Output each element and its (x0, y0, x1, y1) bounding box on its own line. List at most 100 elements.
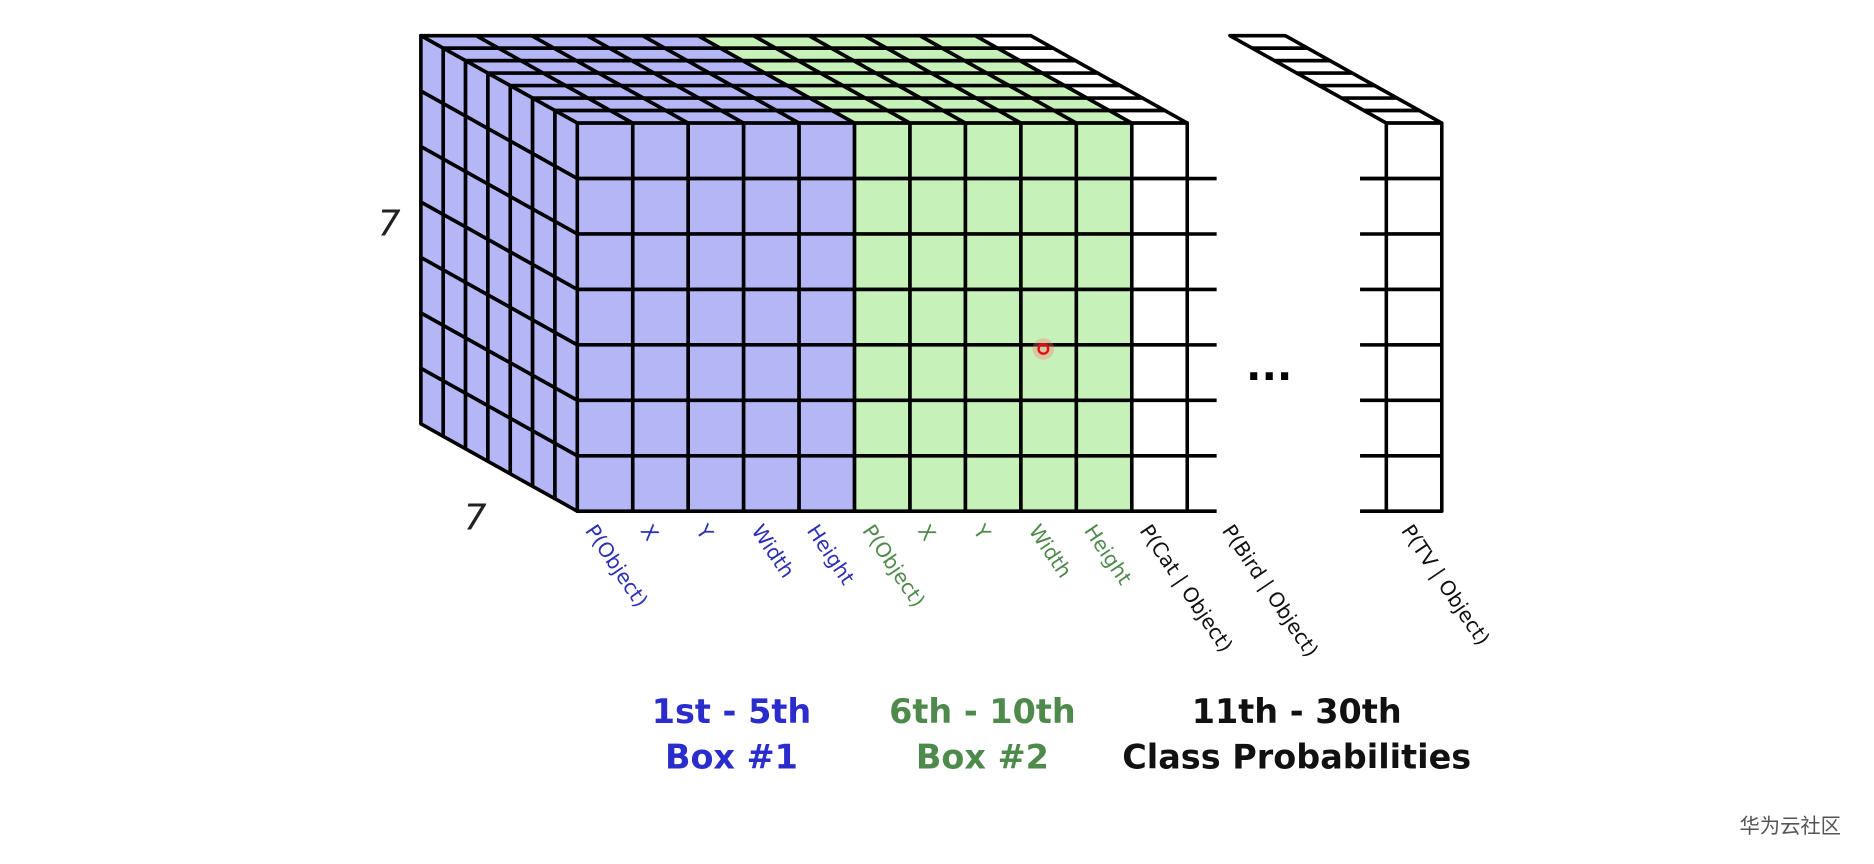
front-cell (575, 121, 635, 181)
front-cell (963, 343, 1023, 403)
front-cell (575, 343, 635, 403)
side-cell (419, 366, 446, 439)
front-cell (1384, 121, 1444, 181)
front-cell (1384, 287, 1444, 347)
front-cell (575, 453, 635, 514)
front-cell (852, 453, 912, 514)
front-cell (741, 232, 801, 292)
cursor-glow (1032, 338, 1055, 360)
front-cell (852, 232, 912, 292)
front-cell (575, 176, 635, 236)
front-cell (797, 176, 857, 236)
front-cell (1019, 287, 1079, 347)
front-cell (686, 121, 746, 181)
front-cell (1019, 232, 1079, 292)
front-cell (963, 453, 1023, 514)
front-cell (1384, 176, 1444, 236)
tensor-cube (419, 33, 1444, 514)
front-cell (963, 398, 1023, 458)
front-cell (741, 121, 801, 181)
front-cell (1129, 453, 1190, 514)
front-cell (852, 121, 912, 181)
front-cell (1074, 121, 1134, 181)
front-cell (686, 453, 746, 514)
front-cell (1129, 398, 1190, 458)
side-cell (530, 429, 557, 501)
front-cell (686, 398, 746, 458)
group-range: 6th - 10th (889, 692, 1076, 731)
front-cell (1074, 232, 1134, 292)
front-cell (630, 176, 690, 236)
watermark: 华为云社区 (1740, 814, 1841, 838)
front-cell (1384, 232, 1444, 292)
front-cell (908, 232, 968, 292)
front-cell (797, 343, 857, 403)
front-cell (630, 287, 690, 347)
side-cell (441, 379, 468, 451)
front-cell (1019, 398, 1079, 458)
front-cell (630, 453, 690, 514)
front-cell (1074, 343, 1134, 403)
side-cell (508, 416, 535, 489)
group-range: 11th - 30th (1192, 692, 1402, 731)
front-cell (1384, 343, 1444, 403)
front-cell (630, 232, 690, 292)
front-cell (741, 453, 801, 514)
front-cell (963, 121, 1023, 181)
front-cell (630, 121, 690, 181)
depth-label: 7 (464, 497, 487, 538)
front-cell (797, 287, 857, 347)
front-cell (1129, 287, 1190, 347)
group-name: Class Probabilities (1122, 737, 1471, 776)
front-cell (630, 398, 690, 458)
front-cell (908, 343, 968, 403)
front-cell (852, 287, 912, 347)
front-cell (1074, 453, 1134, 514)
side-cell (463, 391, 490, 464)
side-cell (486, 404, 513, 476)
front-cell (686, 287, 746, 347)
front-cell (797, 398, 857, 458)
front-cell (1129, 121, 1190, 181)
group-range: 1st - 5th (652, 692, 811, 731)
front-cell (686, 232, 746, 292)
ellipsis: ... (1246, 342, 1292, 390)
front-cell (575, 287, 635, 347)
front-cell (575, 232, 635, 292)
height-label: 7 (378, 203, 401, 244)
front-cell (1384, 453, 1444, 514)
front-cell (1019, 176, 1079, 236)
front-cell (963, 176, 1023, 236)
front-cell (908, 176, 968, 236)
front-cell (1129, 232, 1190, 292)
front-cell (741, 398, 801, 458)
cursor (1037, 342, 1050, 355)
front-cell (852, 343, 912, 403)
front-cell (686, 343, 746, 403)
front-cell (797, 453, 857, 514)
front-cell (741, 343, 801, 403)
group-name: Box #2 (916, 737, 1049, 776)
front-cell (908, 453, 968, 514)
front-cell (963, 232, 1023, 292)
front-cell (1074, 398, 1134, 458)
front-cell (1074, 176, 1134, 236)
front-cell (852, 398, 912, 458)
front-cell (1074, 287, 1134, 347)
front-cell (797, 232, 857, 292)
front-cell (686, 176, 746, 236)
front-cell (908, 121, 968, 181)
front-cell (852, 176, 912, 236)
group-name: Box #1 (665, 737, 798, 776)
front-cell (1129, 176, 1190, 236)
front-cell (1019, 121, 1079, 181)
front-cell (908, 287, 968, 347)
side-cell (553, 441, 580, 514)
front-cell (575, 398, 635, 458)
front-cell (1384, 398, 1444, 458)
front-cell (797, 121, 857, 181)
front-cell (963, 287, 1023, 347)
front-cell (1129, 343, 1190, 403)
front-cell (741, 287, 801, 347)
